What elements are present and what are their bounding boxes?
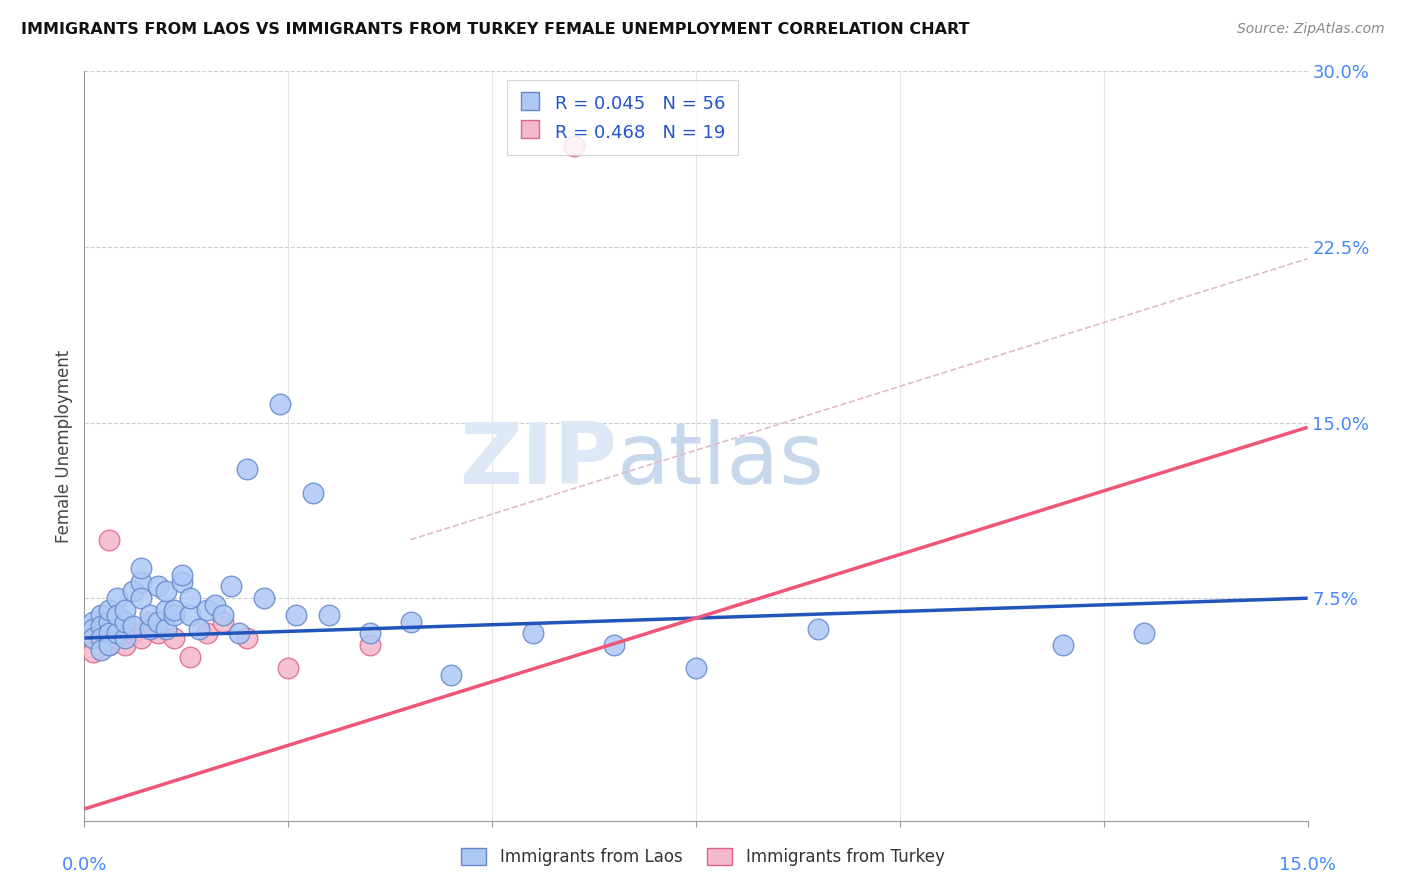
- Point: [82, 645, 104, 659]
- Point: [90, 626, 112, 640]
- Point: [603, 638, 626, 652]
- Point: [138, 615, 160, 629]
- Point: [212, 607, 235, 622]
- Point: [114, 638, 136, 652]
- Point: [82, 622, 104, 636]
- Point: [105, 626, 128, 640]
- Point: [269, 397, 291, 411]
- Point: [155, 603, 177, 617]
- Point: [122, 619, 145, 633]
- Point: [236, 631, 259, 645]
- Point: [82, 631, 104, 645]
- Point: [1052, 638, 1074, 652]
- Point: [97, 615, 120, 629]
- Point: [685, 661, 707, 675]
- Point: [522, 626, 544, 640]
- Y-axis label: Female Unemployment: Female Unemployment: [55, 350, 73, 542]
- Point: [131, 591, 153, 606]
- Point: [440, 668, 463, 682]
- Point: [105, 591, 128, 606]
- Point: [97, 626, 120, 640]
- Point: [131, 631, 153, 645]
- Point: [105, 607, 128, 622]
- Point: [562, 139, 585, 153]
- Point: [138, 622, 160, 636]
- Point: [807, 622, 830, 636]
- Point: [172, 574, 194, 589]
- Point: [155, 622, 177, 636]
- Text: ZIP: ZIP: [458, 419, 616, 502]
- Point: [163, 603, 186, 617]
- Point: [90, 619, 112, 633]
- Point: [138, 607, 160, 622]
- Text: atlas: atlas: [616, 419, 824, 502]
- Point: [253, 591, 276, 606]
- Point: [399, 615, 422, 629]
- Text: 15.0%: 15.0%: [1279, 855, 1336, 874]
- Point: [146, 626, 169, 640]
- Point: [228, 626, 250, 640]
- Point: [122, 584, 145, 599]
- Point: [236, 462, 259, 476]
- Point: [1133, 626, 1156, 640]
- Text: 0.0%: 0.0%: [62, 855, 107, 874]
- Point: [163, 607, 186, 622]
- Point: [195, 626, 218, 640]
- Text: IMMIGRANTS FROM LAOS VS IMMIGRANTS FROM TURKEY FEMALE UNEMPLOYMENT CORRELATION C: IMMIGRANTS FROM LAOS VS IMMIGRANTS FROM …: [21, 22, 970, 37]
- Point: [277, 661, 299, 675]
- Point: [114, 631, 136, 645]
- Point: [163, 631, 186, 645]
- Point: [114, 615, 136, 629]
- Point: [285, 607, 308, 622]
- Point: [90, 607, 112, 622]
- Point: [131, 574, 153, 589]
- Point: [179, 607, 201, 622]
- Point: [359, 638, 381, 652]
- Point: [195, 603, 218, 617]
- Point: [97, 603, 120, 617]
- Point: [97, 638, 120, 652]
- Point: [114, 603, 136, 617]
- Point: [187, 622, 209, 636]
- Point: [146, 580, 169, 594]
- Point: [179, 591, 201, 606]
- Point: [359, 626, 381, 640]
- Point: [204, 599, 226, 613]
- Legend: Immigrants from Laos, Immigrants from Turkey: Immigrants from Laos, Immigrants from Tu…: [453, 840, 953, 875]
- Point: [172, 567, 194, 582]
- Point: [146, 615, 169, 629]
- Point: [97, 533, 120, 547]
- Point: [82, 631, 104, 645]
- Point: [131, 561, 153, 575]
- Text: Source: ZipAtlas.com: Source: ZipAtlas.com: [1237, 22, 1385, 37]
- Legend: R = 0.045   N = 56, R = 0.468   N = 19: R = 0.045 N = 56, R = 0.468 N = 19: [506, 80, 738, 154]
- Point: [122, 626, 145, 640]
- Point: [90, 631, 112, 645]
- Point: [219, 580, 242, 594]
- Point: [155, 584, 177, 599]
- Point: [82, 615, 104, 629]
- Point: [212, 615, 235, 629]
- Point: [97, 638, 120, 652]
- Point: [301, 485, 323, 500]
- Point: [318, 607, 340, 622]
- Point: [90, 642, 112, 657]
- Point: [105, 631, 128, 645]
- Point: [179, 649, 201, 664]
